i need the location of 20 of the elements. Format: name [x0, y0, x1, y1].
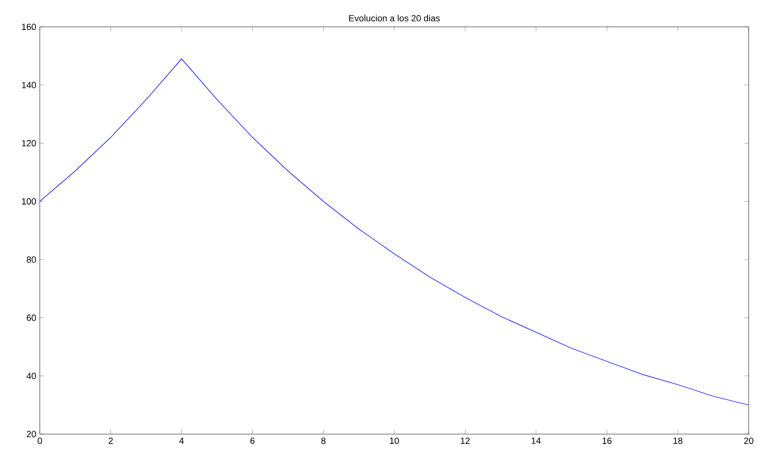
- x-tick-label: 2: [108, 438, 113, 444]
- x-tick-label: 20: [744, 438, 754, 444]
- x-tick-label: 18: [674, 438, 682, 444]
- chart-title: Evolucion a los 20 dias: [349, 14, 440, 22]
- x-tick-label: 14: [532, 438, 541, 444]
- x-tick-label: 6: [250, 438, 255, 444]
- x-tick-label: 12: [460, 438, 470, 444]
- y-tick-label: 40: [26, 372, 36, 380]
- x-tick-label: 16: [602, 438, 612, 444]
- y-tick-label: 100: [22, 198, 36, 205]
- x-tick-label: 0: [38, 438, 42, 444]
- y-tick-label: 140: [22, 82, 36, 88]
- y-tick-label: 60: [26, 314, 36, 321]
- y-tick-label: 120: [22, 140, 36, 146]
- y-tick-label: 160: [22, 24, 36, 30]
- x-tick-label: 10: [390, 438, 399, 444]
- y-tick-label: 80: [26, 256, 36, 263]
- y-tick-label: 20: [26, 430, 36, 438]
- x-tick-label: 8: [321, 438, 326, 444]
- x-tick-label: 4: [179, 438, 184, 444]
